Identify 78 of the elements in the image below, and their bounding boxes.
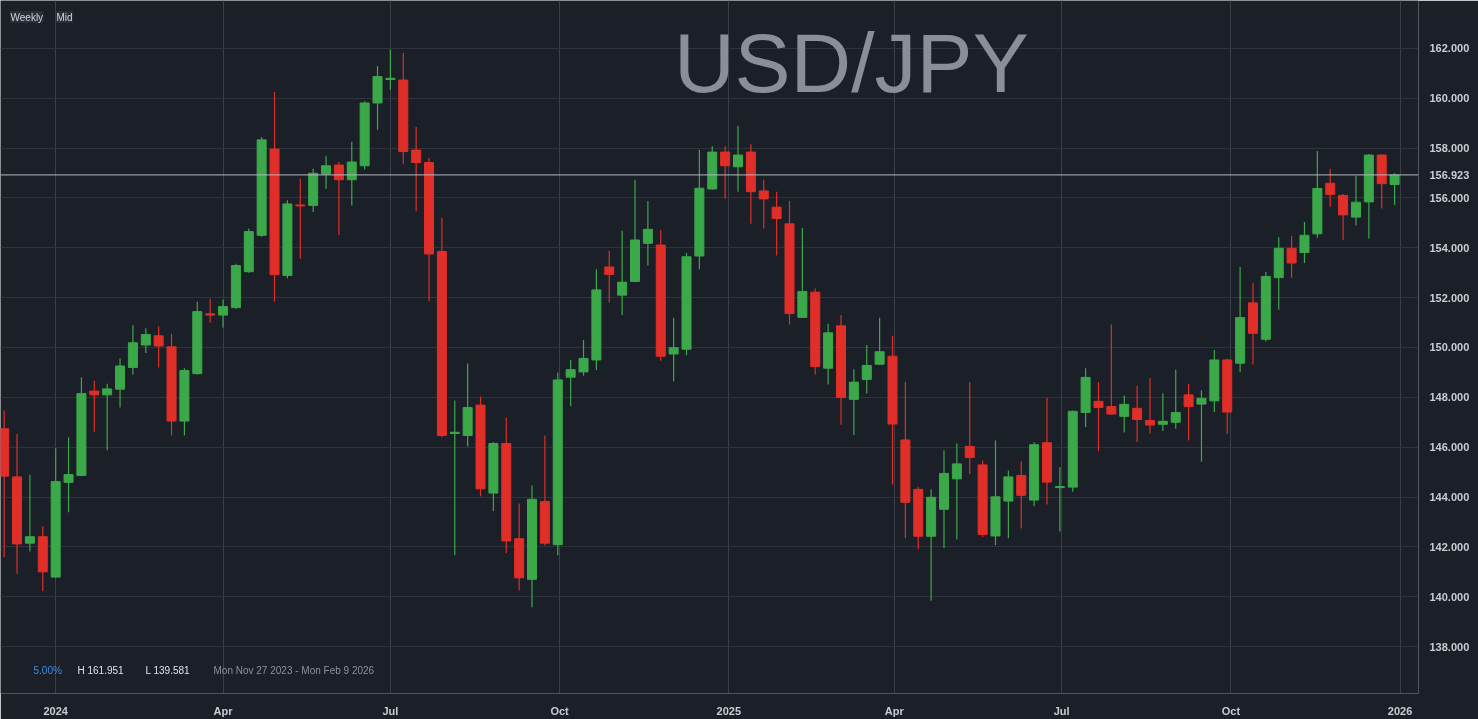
chart-title: USD/JPY (673, 15, 1029, 110)
candlestick (668, 317, 679, 382)
y-tick-label: 148.000 (1429, 391, 1470, 404)
candlestick (205, 298, 216, 324)
candlestick (578, 339, 589, 377)
candlestick (63, 436, 74, 513)
candlestick (733, 125, 744, 193)
candlestick (449, 400, 460, 556)
candlestick (1144, 377, 1155, 435)
candlestick (1119, 395, 1130, 434)
y-tick-label: 144.000 (1429, 491, 1470, 504)
candlestick (964, 381, 975, 475)
candlestick (218, 299, 229, 329)
candlestick (1093, 381, 1104, 452)
x-tick-label: Oct (1221, 704, 1241, 717)
y-tick-label: 150.000 (1429, 341, 1470, 354)
y-tick-label: 160.000 (1429, 92, 1470, 105)
candlestick (1325, 168, 1336, 208)
candlestick (874, 317, 885, 366)
candlestick (617, 230, 628, 316)
candlestick (153, 325, 164, 369)
candlestick (411, 126, 422, 212)
y-tick-label: 138.000 (1429, 640, 1470, 653)
candlestick (565, 359, 576, 407)
candlestick (1106, 323, 1117, 416)
ref-line-label: 156.923 (1429, 168, 1470, 181)
x-tick-label: Oct (550, 704, 570, 717)
y-tick-label: 142.000 (1429, 540, 1470, 553)
x-tick-label: 2025 (716, 704, 742, 717)
x-tick-label: Jul (382, 704, 399, 717)
x-tick-label: 2024 (43, 704, 69, 717)
candlestick (1338, 193, 1349, 241)
annotation: 5.00% (33, 664, 62, 676)
candlestick (758, 179, 769, 230)
annotation: Mid (56, 11, 73, 23)
candlestick (1286, 235, 1297, 279)
candlestick (1016, 460, 1027, 530)
candlestick (1299, 221, 1310, 264)
y-tick-label: 154.000 (1429, 241, 1470, 254)
candlestick (102, 383, 113, 451)
candlestick (346, 141, 357, 207)
candlestick (1157, 392, 1168, 432)
annotation: Weekly (10, 11, 44, 23)
candlestick (1350, 175, 1361, 227)
candlestick (1183, 383, 1194, 442)
candlestick (604, 250, 615, 303)
x-tick-label: Apr (213, 704, 234, 717)
candlestick (24, 474, 35, 553)
candlestick (115, 357, 126, 409)
candlestick (385, 49, 396, 91)
candlestick (1054, 466, 1065, 533)
candlestick (848, 368, 859, 436)
candlestick (321, 155, 332, 190)
y-tick-label: 156.000 (1429, 191, 1470, 204)
candlestick (642, 200, 653, 267)
annotation: H 161.951 (77, 664, 125, 676)
annotation: L 139.581 (145, 664, 191, 676)
y-tick-label: 146.000 (1429, 441, 1470, 454)
candlestick (89, 380, 100, 433)
candlestick (720, 145, 731, 200)
y-tick-label: 152.000 (1429, 291, 1470, 304)
candlestick (295, 178, 306, 260)
candlestick (1132, 385, 1143, 443)
candlestick (861, 344, 872, 395)
candlestick (951, 442, 962, 541)
candlestick (140, 327, 151, 354)
candlestick (1196, 389, 1207, 463)
candlestick (333, 161, 344, 236)
x-tick-label: Jul (1053, 704, 1070, 717)
annotation: Mon Nov 27 2023 - Mon Feb 9 2026 (213, 664, 375, 676)
y-tick-label: 162.000 (1429, 42, 1470, 55)
x-tick-label: 2026 (1387, 704, 1413, 717)
candlestick (1170, 369, 1181, 430)
y-tick-label: 158.000 (1429, 142, 1470, 155)
candlestick (1389, 172, 1400, 206)
candlestick (771, 191, 782, 257)
x-tick-label: Apr (884, 704, 905, 717)
y-tick-label: 140.000 (1429, 590, 1470, 603)
